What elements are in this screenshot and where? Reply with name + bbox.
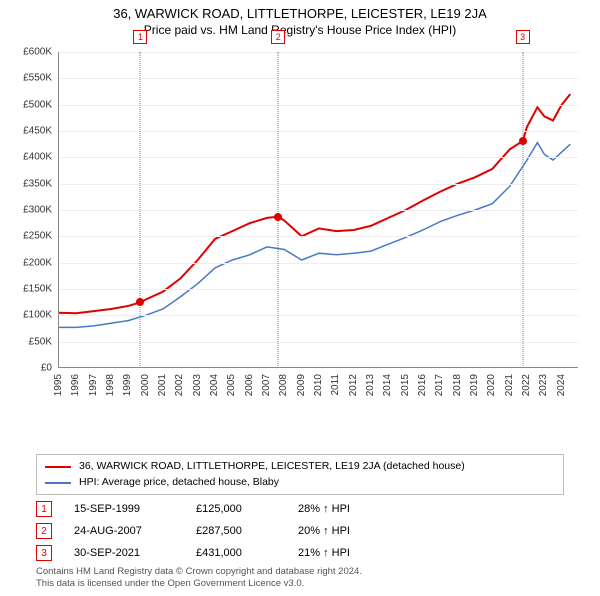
legend-label-property: 36, WARWICK ROAD, LITTLETHORPE, LEICESTE… bbox=[79, 459, 465, 475]
y-tick-label: £200K bbox=[8, 257, 52, 268]
marker-line bbox=[522, 52, 523, 368]
entry-date: 24-AUG-2007 bbox=[74, 525, 174, 537]
sale-entry-row: 3 30-SEP-2021 £431,000 21% ↑ HPI bbox=[36, 542, 564, 564]
entry-badge: 3 bbox=[36, 545, 52, 561]
x-tick-label: 2000 bbox=[140, 374, 151, 396]
x-tick-label: 1996 bbox=[70, 374, 81, 396]
x-tick-label: 2024 bbox=[556, 374, 567, 396]
footer-line1: Contains HM Land Registry data © Crown c… bbox=[36, 566, 362, 578]
entry-pct: 20% ↑ HPI bbox=[298, 525, 388, 537]
x-tick-label: 2010 bbox=[313, 374, 324, 396]
legend: 36, WARWICK ROAD, LITTLETHORPE, LEICESTE… bbox=[36, 454, 564, 495]
gridline bbox=[59, 131, 578, 132]
entry-price: £125,000 bbox=[196, 503, 276, 515]
x-tick-label: 2013 bbox=[365, 374, 376, 396]
y-tick-label: £100K bbox=[8, 310, 52, 321]
sale-entry-row: 1 15-SEP-1999 £125,000 28% ↑ HPI bbox=[36, 498, 564, 520]
plot-area: 123 bbox=[58, 52, 578, 368]
marker-badge: 1 bbox=[133, 30, 147, 44]
x-tick-label: 2020 bbox=[486, 374, 497, 396]
marker-dot bbox=[136, 298, 144, 306]
chart-area: 123 £0 £50K £100K £150K £200K £250K £300K £350K… bbox=[8, 52, 592, 402]
x-tick-label: 2006 bbox=[244, 374, 255, 396]
entry-pct: 21% ↑ HPI bbox=[298, 547, 388, 559]
series-line-hpi bbox=[59, 143, 570, 328]
price-chart-container: { "title": "36, WARWICK ROAD, LITTLETHOR… bbox=[0, 6, 600, 596]
x-tick-label: 2021 bbox=[504, 374, 515, 396]
x-tick-label: 1999 bbox=[122, 374, 133, 396]
gridline bbox=[59, 342, 578, 343]
x-tick-label: 1995 bbox=[53, 374, 64, 396]
marker-line bbox=[140, 52, 141, 368]
x-tick-label: 1998 bbox=[105, 374, 116, 396]
gridline bbox=[59, 184, 578, 185]
sale-entries: 1 15-SEP-1999 £125,000 28% ↑ HPI 2 24-AUG-200… bbox=[36, 498, 564, 564]
y-tick-label: £0 bbox=[8, 363, 52, 374]
gridline bbox=[59, 263, 578, 264]
series-line-property bbox=[59, 94, 570, 313]
legend-swatch-property bbox=[45, 466, 71, 468]
y-tick-label: £550K bbox=[8, 73, 52, 84]
marker-badge: 2 bbox=[271, 30, 285, 44]
chart-subtitle: Price paid vs. HM Land Registry's House … bbox=[0, 23, 600, 37]
x-tick-label: 2019 bbox=[469, 374, 480, 396]
x-tick-label: 2012 bbox=[348, 374, 359, 396]
gridline bbox=[59, 315, 578, 316]
y-tick-label: £50K bbox=[8, 336, 52, 347]
y-tick-label: £250K bbox=[8, 231, 52, 242]
x-tick-label: 2004 bbox=[209, 374, 220, 396]
x-tick-label: 2015 bbox=[400, 374, 411, 396]
entry-date: 30-SEP-2021 bbox=[74, 547, 174, 559]
x-tick-label: 2023 bbox=[538, 374, 549, 396]
x-tick-label: 2014 bbox=[382, 374, 393, 396]
y-tick-label: £150K bbox=[8, 284, 52, 295]
y-tick-label: £450K bbox=[8, 126, 52, 137]
y-tick-label: £350K bbox=[8, 178, 52, 189]
entry-date: 15-SEP-1999 bbox=[74, 503, 174, 515]
y-tick-label: £400K bbox=[8, 152, 52, 163]
x-tick-label: 2018 bbox=[452, 374, 463, 396]
legend-swatch-hpi bbox=[45, 482, 71, 484]
entry-pct: 28% ↑ HPI bbox=[298, 503, 388, 515]
chart-title: 36, WARWICK ROAD, LITTLETHORPE, LEICESTE… bbox=[0, 6, 600, 21]
x-tick-label: 2022 bbox=[521, 374, 532, 396]
gridline bbox=[59, 236, 578, 237]
x-tick-label: 2017 bbox=[434, 374, 445, 396]
x-tick-label: 2005 bbox=[226, 374, 237, 396]
marker-dot bbox=[274, 213, 282, 221]
x-tick-label: 2011 bbox=[330, 374, 341, 396]
legend-row-hpi: HPI: Average price, detached house, Blab… bbox=[45, 475, 555, 491]
sale-entry-row: 2 24-AUG-2007 £287,500 20% ↑ HPI bbox=[36, 520, 564, 542]
x-tick-label: 2003 bbox=[192, 374, 203, 396]
entry-badge: 1 bbox=[36, 501, 52, 517]
gridline bbox=[59, 52, 578, 53]
gridline bbox=[59, 210, 578, 211]
x-tick-label: 2008 bbox=[278, 374, 289, 396]
x-tick-label: 2001 bbox=[157, 374, 168, 396]
legend-row-property: 36, WARWICK ROAD, LITTLETHORPE, LEICESTE… bbox=[45, 459, 555, 475]
entry-price: £287,500 bbox=[196, 525, 276, 537]
y-tick-label: £300K bbox=[8, 205, 52, 216]
marker-dot bbox=[519, 137, 527, 145]
gridline bbox=[59, 289, 578, 290]
x-tick-label: 2009 bbox=[296, 374, 307, 396]
entry-price: £431,000 bbox=[196, 547, 276, 559]
gridline bbox=[59, 157, 578, 158]
x-tick-label: 2016 bbox=[417, 374, 428, 396]
marker-badge: 3 bbox=[516, 30, 530, 44]
legend-label-hpi: HPI: Average price, detached house, Blab… bbox=[79, 475, 279, 491]
gridline bbox=[59, 78, 578, 79]
x-tick-label: 2002 bbox=[174, 374, 185, 396]
y-tick-label: £500K bbox=[8, 99, 52, 110]
gridline bbox=[59, 105, 578, 106]
footer-attribution: Contains HM Land Registry data © Crown c… bbox=[36, 566, 362, 590]
x-tick-label: 1997 bbox=[88, 374, 99, 396]
x-tick-label: 2007 bbox=[261, 374, 272, 396]
footer-line2: This data is licensed under the Open Gov… bbox=[36, 578, 362, 590]
marker-line bbox=[278, 52, 279, 368]
y-tick-label: £600K bbox=[8, 47, 52, 58]
entry-badge: 2 bbox=[36, 523, 52, 539]
